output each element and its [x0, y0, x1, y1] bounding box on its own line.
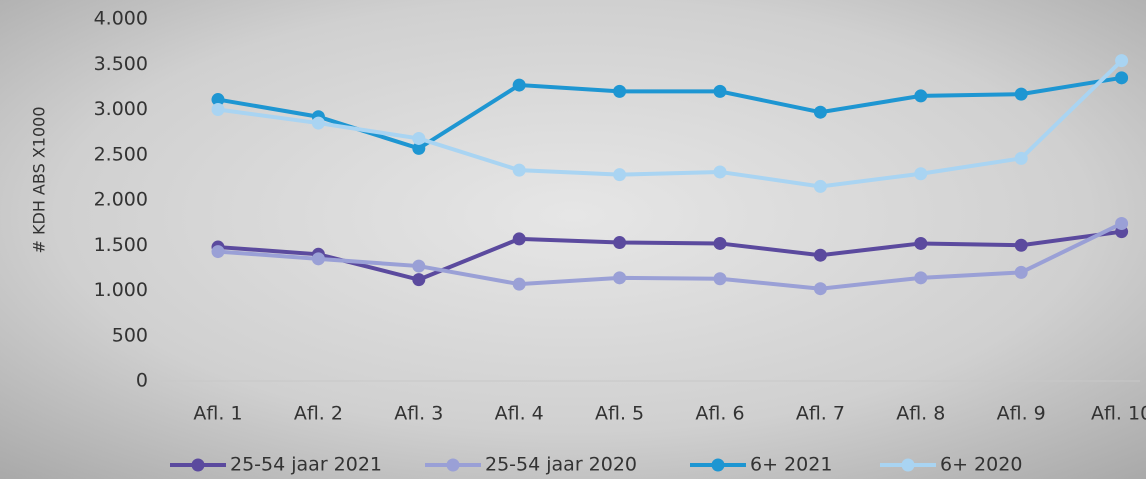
y-tick-label: 2.500	[94, 143, 148, 165]
x-tick-label: Afl. 4	[495, 403, 544, 425]
point	[1015, 266, 1028, 279]
point	[513, 278, 526, 291]
x-tick-label: Afl. 3	[394, 403, 443, 425]
point	[1015, 88, 1028, 101]
y-tick-label: 1.000	[94, 279, 148, 301]
point	[914, 89, 927, 102]
x-tick-label: Afl. 9	[997, 403, 1046, 425]
x-tick-label: Afl. 2	[294, 403, 343, 425]
point	[613, 271, 626, 284]
x-tick-label: Afl. 6	[695, 403, 744, 425]
legend-marker	[447, 459, 460, 472]
legend-marker	[192, 459, 205, 472]
point	[814, 249, 827, 262]
point	[1015, 239, 1028, 252]
x-tick-label: Afl. 5	[595, 403, 644, 425]
point	[613, 85, 626, 98]
chart: # KDH ABS X1000 0 500 1.000 1.500 2.000 2.500…	[0, 0, 1146, 479]
point	[814, 180, 827, 193]
point	[613, 168, 626, 181]
point	[312, 117, 325, 130]
legend-label: 6+ 2021	[750, 454, 832, 476]
point	[412, 260, 425, 273]
point	[412, 132, 425, 145]
legend-label: 25-54 jaar 2020	[485, 454, 637, 476]
legend-marker	[902, 459, 915, 472]
x-tick-label: Afl. 1	[193, 403, 242, 425]
point	[1115, 54, 1128, 67]
legend-label: 25-54 jaar 2021	[230, 454, 382, 476]
point	[212, 245, 225, 258]
x-tick-label: Afl. 8	[896, 403, 945, 425]
point	[914, 237, 927, 250]
point	[814, 106, 827, 119]
point	[513, 232, 526, 245]
x-tick-label: Afl. 7	[796, 403, 845, 425]
point	[212, 103, 225, 116]
legend-label: 6+ 2020	[940, 454, 1022, 476]
point	[412, 273, 425, 286]
point	[714, 272, 727, 285]
point	[714, 85, 727, 98]
point	[814, 282, 827, 295]
y-tick-label: 500	[112, 324, 148, 346]
y-tick-label: 3.000	[94, 98, 148, 120]
y-tick-label: 4.000	[94, 8, 148, 30]
legend-marker	[712, 459, 725, 472]
point	[914, 271, 927, 284]
y-tick-label: 1.500	[94, 234, 148, 256]
point	[714, 237, 727, 250]
y-tick-label: 0	[136, 370, 148, 392]
point	[714, 165, 727, 178]
point	[914, 167, 927, 180]
point	[312, 252, 325, 265]
point	[613, 236, 626, 249]
y-axis-title: # KDH ABS X1000	[30, 107, 49, 254]
y-tick-label: 2.000	[94, 189, 148, 211]
x-tick-label: Afl. 10	[1091, 403, 1146, 425]
point	[1115, 71, 1128, 84]
point	[513, 164, 526, 177]
point	[513, 79, 526, 92]
point	[1015, 152, 1028, 165]
y-tick-label: 3.500	[94, 53, 148, 75]
point	[1115, 217, 1128, 230]
